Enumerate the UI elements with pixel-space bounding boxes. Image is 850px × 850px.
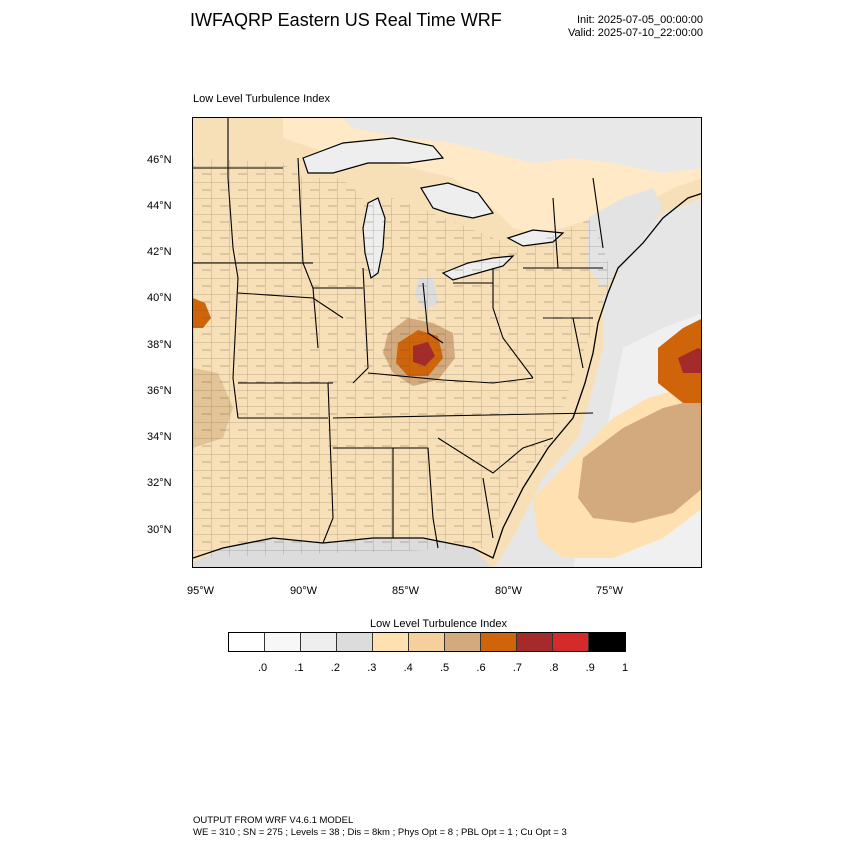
colorbar-swatch xyxy=(229,633,265,651)
colorbar-swatch xyxy=(481,633,517,651)
coastline xyxy=(193,192,701,559)
colorbar-swatch xyxy=(553,633,589,651)
lat-label: 46°N xyxy=(147,154,172,166)
lon-label: 90°W xyxy=(290,585,318,597)
colorbar-tick-label: .6 xyxy=(476,662,486,674)
lon-label: 80°W xyxy=(495,585,523,597)
model-info-line1: OUTPUT FROM WRF V4.6.1 MODEL xyxy=(193,815,354,826)
colorbar-tick-label: .3 xyxy=(367,662,377,674)
colorbar-swatch xyxy=(373,633,409,651)
colorbar-tick-label: .5 xyxy=(440,662,450,674)
colorbar-swatch xyxy=(517,633,553,651)
map-title: IWFAQRP Eastern US Real Time WRF xyxy=(190,10,502,30)
colorbar-tick-label: .2 xyxy=(330,662,340,674)
ocean-band-06 xyxy=(578,398,701,523)
lat-label: 32°N xyxy=(147,477,172,489)
init-valid-times: Init: 2025-07-05_00:00:00 Valid: 2025-07… xyxy=(568,14,703,40)
lat-label: 38°N xyxy=(147,339,172,351)
lon-label: 75°W xyxy=(596,585,624,597)
colorbar-title: Low Level Turbulence Index xyxy=(370,618,507,630)
colorbar-tick-label: 1 xyxy=(622,662,629,674)
colorbar-tick-label: .1 xyxy=(294,662,304,674)
model-info: OUTPUT FROM WRF V4.6.1 MODEL WE = 310 ; … xyxy=(193,815,567,839)
lat-label: 30°N xyxy=(147,524,172,536)
lat-label: 44°N xyxy=(147,200,172,212)
colorbar-swatch xyxy=(589,633,625,651)
lat-label: 36°N xyxy=(147,385,172,397)
valid-time: Valid: 2025-07-10_22:00:00 xyxy=(568,27,703,39)
map-canvas xyxy=(193,118,701,567)
colorbar-tick-label: .0 xyxy=(258,662,268,674)
colorbar-swatch xyxy=(445,633,481,651)
init-time: Init: 2025-07-05_00:00:00 xyxy=(577,14,703,26)
colorbar-swatch xyxy=(301,633,337,651)
lat-label: 40°N xyxy=(147,292,172,304)
colorbar-tick-label: .8 xyxy=(549,662,559,674)
colorbar-swatch xyxy=(265,633,301,651)
colorbar xyxy=(228,632,626,652)
lat-label: 42°N xyxy=(147,246,172,258)
lat-label: 34°N xyxy=(147,431,172,443)
map-subtitle: Low Level Turbulence Index xyxy=(193,93,330,105)
colorbar-tick-label: .7 xyxy=(512,662,522,674)
colorbar-tick-label: .4 xyxy=(403,662,413,674)
lake-superior xyxy=(302,137,445,174)
colorbar-swatch xyxy=(337,633,373,651)
colorbar-swatch xyxy=(409,633,445,651)
model-info-line2: WE = 310 ; SN = 275 ; Levels = 38 ; Dis … xyxy=(193,827,567,838)
lon-label: 95°W xyxy=(187,585,215,597)
lon-label: 85°W xyxy=(392,585,420,597)
ocean-band-08 xyxy=(678,348,701,373)
colorbar-tick-label: .9 xyxy=(585,662,595,674)
map-panel xyxy=(192,117,702,568)
county-lines xyxy=(193,158,613,558)
canada-grey xyxy=(343,118,701,173)
lake-huron xyxy=(420,182,495,219)
